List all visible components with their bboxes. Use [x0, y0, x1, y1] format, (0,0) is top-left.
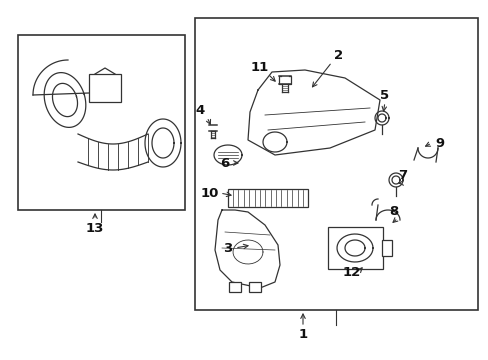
- Text: 13: 13: [85, 221, 104, 234]
- Text: 11: 11: [250, 60, 268, 73]
- Bar: [381, 240, 391, 256]
- Text: 2: 2: [334, 49, 343, 62]
- Text: 4: 4: [195, 104, 204, 117]
- Text: 8: 8: [388, 204, 398, 217]
- Bar: [18, 35, 184, 210]
- Bar: [228, 282, 241, 292]
- Bar: [195, 18, 477, 310]
- Polygon shape: [215, 210, 280, 288]
- Bar: [89, 74, 121, 102]
- Text: 5: 5: [380, 89, 389, 102]
- Text: 12: 12: [342, 266, 360, 279]
- Bar: [327, 227, 382, 269]
- Text: 1: 1: [298, 328, 307, 342]
- Text: 10: 10: [201, 186, 219, 199]
- Bar: [248, 282, 261, 292]
- Text: 3: 3: [223, 242, 232, 255]
- Bar: [227, 189, 307, 207]
- Polygon shape: [247, 70, 379, 155]
- Text: 7: 7: [398, 168, 407, 181]
- Text: 6: 6: [220, 157, 229, 170]
- Text: 9: 9: [434, 136, 444, 149]
